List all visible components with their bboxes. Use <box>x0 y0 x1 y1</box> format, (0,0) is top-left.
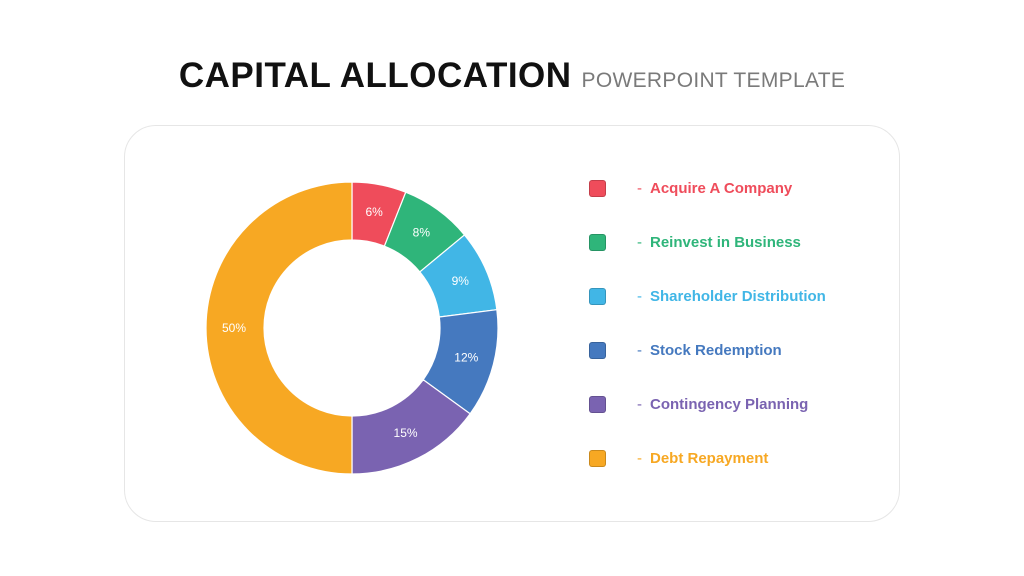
legend-label: Contingency Planning <box>650 396 809 413</box>
legend-swatch <box>589 180 606 197</box>
legend-swatch <box>589 234 606 251</box>
slice-data-label-2: 8% <box>413 226 431 240</box>
legend-item: - Stock Redemption <box>589 340 889 394</box>
legend-item: - Reinvest in Business <box>589 232 889 286</box>
legend-label: Reinvest in Business <box>650 234 801 251</box>
legend-label: Debt Repayment <box>650 450 769 467</box>
slice-data-label-3: 9% <box>452 274 470 288</box>
legend-swatch <box>589 342 606 359</box>
slice-data-label-1: 6% <box>365 205 383 219</box>
legend-dash: - <box>637 234 642 251</box>
title-subtitle: POWERPOINT TEMPLATE <box>581 69 846 92</box>
legend-item: - Acquire A Company <box>589 178 889 232</box>
legend-dash: - <box>637 342 642 359</box>
donut-chart: 6% 8% 9% 12% 15% 50% <box>205 181 499 475</box>
legend-label: Shareholder Distribution <box>650 288 826 305</box>
slice-data-label-5: 15% <box>394 426 418 440</box>
slide-title: CAPITAL ALLOCATION POWERPOINT TEMPLATE <box>0 56 1024 96</box>
legend-dash: - <box>637 450 642 467</box>
legend-item: - Debt Repayment <box>589 448 889 502</box>
legend-swatch <box>589 450 606 467</box>
title-main: CAPITAL ALLOCATION <box>178 56 572 95</box>
legend-dash: - <box>637 288 642 305</box>
legend-item: - Shareholder Distribution <box>589 286 889 340</box>
legend-dash: - <box>637 396 642 413</box>
legend-label: Stock Redemption <box>650 342 782 359</box>
legend-label: Acquire A Company <box>650 180 793 197</box>
slice-data-label-6: 50% <box>222 321 246 335</box>
legend-swatch <box>589 396 606 413</box>
legend-dash: - <box>637 180 642 197</box>
legend-item: - Contingency Planning <box>589 394 889 448</box>
legend: - Acquire A Company - Reinvest in Busine… <box>589 178 889 502</box>
donut-slice-6 <box>205 181 353 475</box>
slice-data-label-4: 12% <box>454 350 478 364</box>
legend-swatch <box>589 288 606 305</box>
